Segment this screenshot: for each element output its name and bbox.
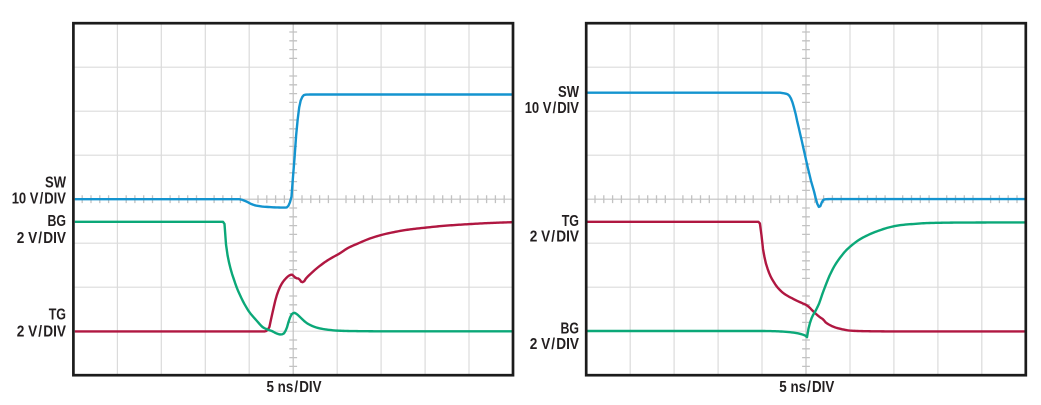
svg-text:2 V / DIV: 2 V / DIV: [17, 323, 67, 340]
svg-text:2 V / DIV: 2 V / DIV: [530, 229, 580, 246]
svg-text:10 V / DIV: 10 V / DIV: [525, 100, 580, 117]
svg-text:TG: TG: [49, 307, 66, 324]
svg-text:5 ns / DIV: 5 ns / DIV: [267, 379, 323, 396]
svg-text:10 V / DIV: 10 V / DIV: [12, 190, 67, 207]
svg-text:SW: SW: [558, 84, 579, 101]
svg-text:BG: BG: [48, 213, 67, 230]
svg-text:TG: TG: [562, 213, 579, 230]
svg-text:BG: BG: [561, 321, 580, 338]
svg-text:2 V / DIV: 2 V / DIV: [17, 230, 67, 247]
svg-text:5 ns / DIV: 5 ns / DIV: [779, 379, 835, 396]
svg-text:2 V / DIV: 2 V / DIV: [530, 336, 580, 353]
svg-text:SW: SW: [45, 175, 66, 192]
